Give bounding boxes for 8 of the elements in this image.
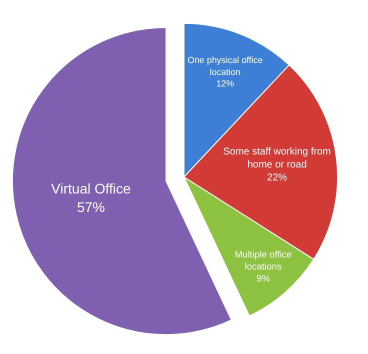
data-label: 12%	[216, 78, 234, 88]
slice-label: Some staff working from home or road	[223, 146, 331, 171]
slice-label: One physical office location	[188, 55, 263, 77]
slice-label: Virtual Office	[51, 180, 131, 197]
slice-label: Multiple office locations	[234, 249, 292, 272]
data-label: 22%	[267, 172, 288, 184]
data-label: 57%	[76, 198, 105, 215]
data-label: 9%	[256, 274, 270, 284]
